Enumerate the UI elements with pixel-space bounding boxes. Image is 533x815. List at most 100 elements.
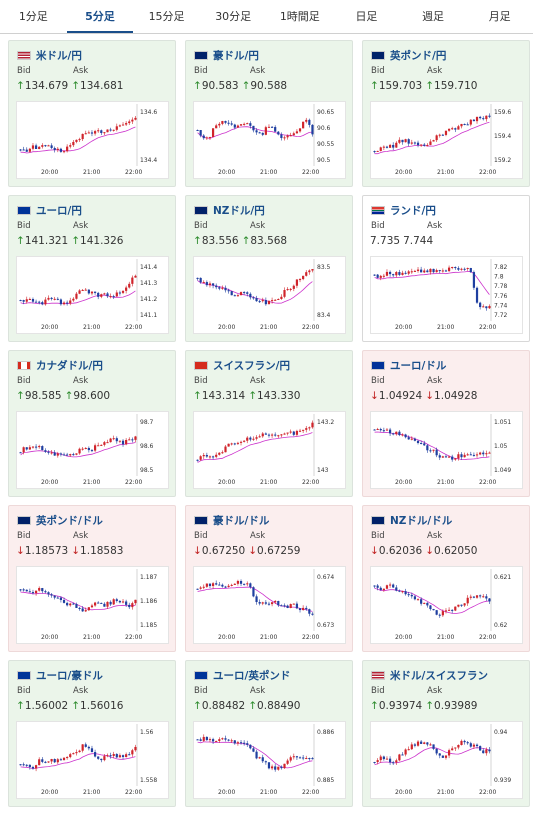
currency-card[interactable]: NZドル/ドル Bid Ask ↓0.62036 ↓0.62050 0.621 0.62 20… [362, 505, 530, 652]
currency-card[interactable]: 英ポンド/円 Bid Ask ↑159.703 ↑159.710 159.6 159.4 15… [362, 40, 530, 187]
candle-body [395, 431, 398, 435]
candle-body [308, 119, 311, 125]
candle-body [121, 755, 125, 757]
candle-body [215, 740, 218, 742]
currency-card[interactable]: カナダドル/円 Bid Ask ↑98.585 ↑98.600 98.7 98.6 98.5 2… [8, 350, 176, 497]
arrow-up-icon: ↑ [241, 235, 251, 247]
card-header: ランド/円 [371, 203, 436, 217]
currency-card[interactable]: 豪ドル/円 Bid Ask ↑90.583 ↑90.588 90.65 90.6 90.55 9… [185, 40, 353, 187]
currency-pair-link[interactable]: ユーロ/ドル [390, 359, 447, 372]
candle-body [218, 123, 221, 126]
currency-pair-link[interactable]: 米ドル/スイスフラン [390, 669, 489, 682]
currency-pair-link[interactable]: 米ドル/円 [36, 49, 82, 62]
x-tick-label: 22:00 [302, 789, 319, 796]
candle-body [432, 449, 435, 451]
bid-ask-labels: Bid Ask [371, 66, 483, 76]
candle-body [401, 272, 404, 275]
currency-pair-link[interactable]: NZドル/ドル [390, 514, 453, 527]
candlestick-chart[interactable]: 0.886 0.885 20:00 21:00 22:00 [193, 721, 346, 799]
x-tick-label: 20:00 [395, 324, 412, 331]
chart-svg: 83.5 83.4 20:00 21:00 22:00 [196, 259, 331, 331]
currency-card[interactable]: 米ドル/円 Bid Ask ↑134.679 ↑134.681 134.6 134.4 20:… [8, 40, 176, 187]
candlestick-chart[interactable]: 98.7 98.6 98.5 20:00 21:00 22:00 [16, 411, 169, 489]
candlestick-chart[interactable]: 7.82 7.8 7.78 7.76 7.74 7.72 20:00 21:00 22:00 [370, 256, 523, 334]
currency-pair-link[interactable]: 英ポンド/円 [390, 49, 447, 62]
y-tick-label: 7.76 [494, 293, 508, 300]
candle-body [121, 601, 125, 603]
card-header: 米ドル/円 [17, 48, 82, 62]
candle-body [292, 603, 295, 605]
candlestick-chart[interactable]: 83.5 83.4 20:00 21:00 22:00 [193, 256, 346, 334]
ask-label: Ask [73, 66, 89, 76]
tab-4[interactable]: 1時間足 [279, 10, 320, 23]
candlestick-chart[interactable]: 143.2 143 20:00 21:00 22:00 [193, 411, 346, 489]
candlestick-chart[interactable]: 0.94 0.939 20:00 21:00 22:00 [370, 721, 523, 799]
candle-body [118, 600, 122, 603]
candle-body [246, 583, 249, 585]
currency-card[interactable]: 英ポンド/ドル Bid Ask ↓1.18573 ↓1.18583 1.187 1.186 1… [8, 505, 176, 652]
candle-body [118, 755, 122, 758]
candlestick-chart[interactable]: 0.621 0.62 20:00 21:00 22:00 [370, 566, 523, 644]
currency-card[interactable]: ユーロ/円 Bid Ask ↑141.321 ↑141.326 141.4 141.3 141… [8, 195, 176, 342]
tab-5[interactable]: 日足 [355, 10, 378, 23]
candle-body [62, 599, 66, 603]
bid-label: Bid [17, 686, 31, 696]
candle-body [382, 588, 385, 591]
tab-0[interactable]: 1分足 [18, 10, 48, 23]
currency-pair-link[interactable]: 英ポンド/ドル [36, 514, 103, 527]
currency-card[interactable]: NZドル/円 Bid Ask ↑83.556 ↑83.568 83.5 83.4 20:00 2… [185, 195, 353, 342]
candle-body [47, 592, 50, 595]
tab-6[interactable]: 週足 [422, 10, 445, 23]
candle-body [19, 300, 22, 302]
x-tick-label: 21:00 [260, 169, 277, 176]
candlestick-chart[interactable]: 159.6 159.4 159.2 20:00 21:00 22:00 [370, 101, 523, 179]
candle-body [47, 297, 50, 300]
candle-body [488, 452, 491, 454]
candlestick-chart[interactable]: 1.56 1.558 20:00 21:00 22:00 [16, 721, 169, 799]
candle-body [280, 605, 283, 607]
ask-price: ↓1.18583 [71, 545, 123, 557]
currency-card[interactable]: 豪ドル/ドル Bid Ask ↓0.67250 ↓0.67259 0.674 0.673 20… [185, 505, 353, 652]
candlestick-chart[interactable]: 0.674 0.673 20:00 21:00 22:00 [193, 566, 346, 644]
currency-pair-link[interactable]: スイスフラン/円 [213, 359, 291, 372]
tab-1[interactable]: 5分足 [66, 0, 134, 33]
candle-body [221, 738, 224, 740]
currency-card[interactable]: ユーロ/豪ドル Bid Ask ↑1.56002 ↑1.56016 1.56 1.558 20… [8, 660, 176, 807]
tab-2[interactable]: 15分足 [148, 10, 185, 23]
candle-body [50, 452, 53, 454]
currency-pair-link[interactable]: ユーロ/豪ドル [36, 669, 103, 682]
arrow-up-icon: ↑ [193, 700, 202, 712]
currency-pair-link[interactable]: ユーロ/英ポンド [213, 669, 291, 682]
candle-body [44, 450, 47, 452]
currency-pair-link[interactable]: カナダドル/円 [36, 359, 103, 372]
candle-body [469, 267, 472, 273]
card-header: ユーロ/英ポンド [194, 668, 290, 682]
candle-body [444, 610, 448, 612]
flag-icon [194, 50, 208, 60]
currency-pair-link[interactable]: NZドル/円 [213, 204, 265, 217]
candlestick-chart[interactable]: 1.187 1.186 1.185 20:00 21:00 22:00 [16, 566, 169, 644]
currency-card[interactable]: ランド/円 Bid Ask 7.735 7.744 7.82 7.8 7.78 7.76 7.74… [362, 195, 530, 342]
moving-average-line [374, 587, 490, 615]
tab-3[interactable]: 30分足 [215, 10, 252, 23]
currency-pair-link[interactable]: 豪ドル/ドル [213, 514, 270, 527]
currency-card[interactable]: ユーロ/ドル Bid Ask ↓1.04924 ↓1.04928 1.051 1.05 1.0… [362, 350, 530, 497]
candle-body [438, 753, 441, 756]
currency-card[interactable]: 米ドル/スイスフラン Bid Ask ↑0.93974 ↑0.93989 0.94 0.93… [362, 660, 530, 807]
candle-body [280, 296, 283, 299]
candle-body [410, 438, 413, 440]
currency-card[interactable]: ユーロ/英ポンド Bid Ask ↑0.88482 ↑0.88490 0.886 0.885… [185, 660, 353, 807]
candle-body [125, 439, 128, 445]
candlestick-chart[interactable]: 90.65 90.6 90.55 90.5 20:00 21:00 22:00 [193, 101, 346, 179]
candle-body [485, 453, 488, 455]
candlestick-chart[interactable]: 1.051 1.05 1.049 20:00 21:00 22:00 [370, 411, 523, 489]
y-tick-label: 0.621 [494, 574, 511, 581]
currency-card[interactable]: スイスフラン/円 Bid Ask ↑143.314 ↑143.330 143.2 143 20… [185, 350, 353, 497]
currency-pair-link[interactable]: ユーロ/円 [36, 204, 82, 217]
currency-pair-link[interactable]: 豪ドル/円 [213, 49, 259, 62]
currency-pair-link[interactable]: ランド/円 [390, 204, 436, 217]
candle-body [277, 298, 280, 300]
tab-7[interactable]: 月足 [488, 10, 511, 23]
candlestick-chart[interactable]: 141.4 141.3 141.2 141.1 20:00 21:00 22:00 [16, 256, 169, 334]
candlestick-chart[interactable]: 134.6 134.4 20:00 21:00 22:00 [16, 101, 169, 179]
